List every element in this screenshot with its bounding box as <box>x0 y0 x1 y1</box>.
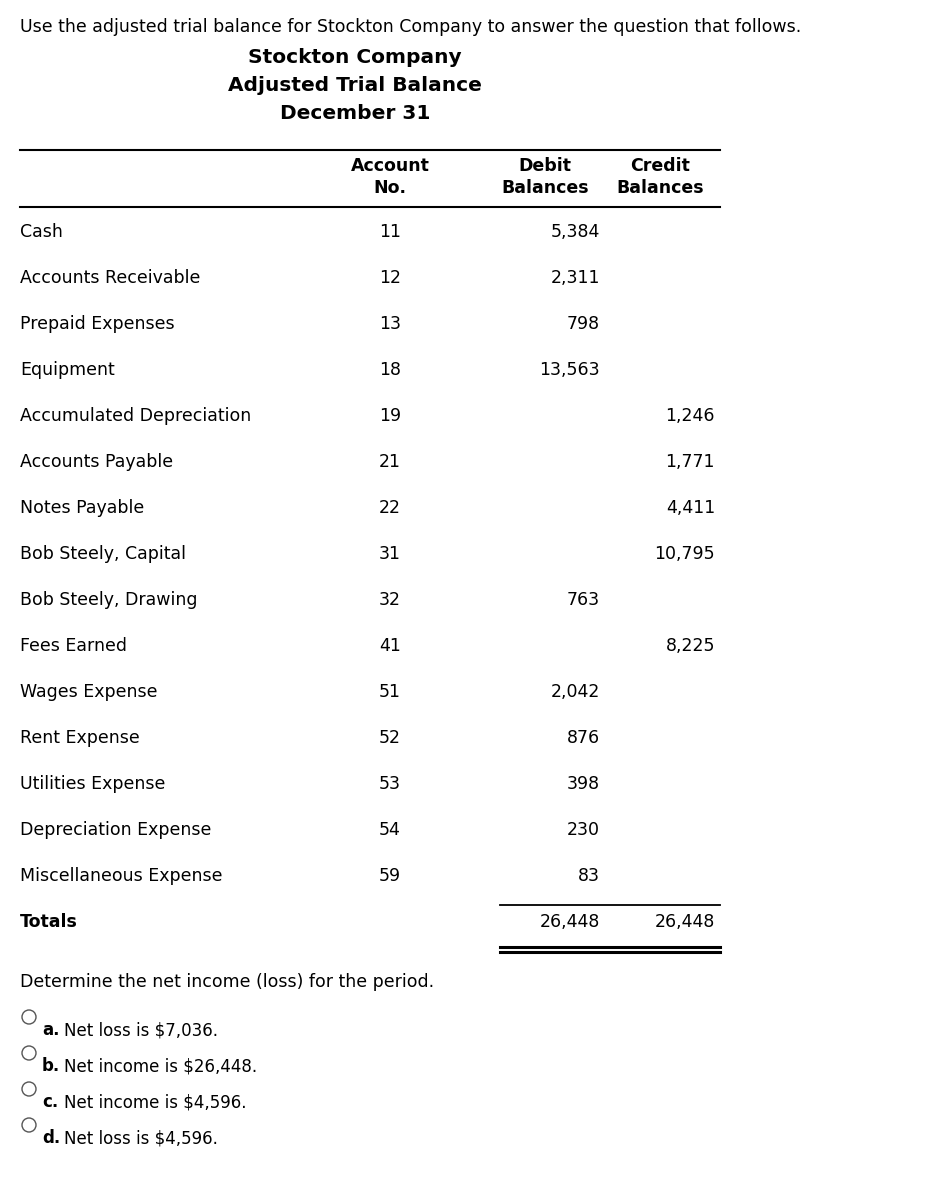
Text: 10,795: 10,795 <box>655 545 715 564</box>
Text: December 31: December 31 <box>280 104 430 123</box>
Text: 13: 13 <box>379 315 401 333</box>
Text: Prepaid Expenses: Prepaid Expenses <box>20 315 175 333</box>
Text: Bob Steely, Drawing: Bob Steely, Drawing <box>20 591 198 609</box>
Text: a.: a. <box>42 1021 60 1040</box>
Text: 22: 22 <box>379 498 401 517</box>
Text: 4,411: 4,411 <box>666 498 715 517</box>
Text: 32: 32 <box>379 591 401 609</box>
Text: Balances: Balances <box>501 179 588 197</box>
Text: Totals: Totals <box>20 913 78 931</box>
Text: Adjusted Trial Balance: Adjusted Trial Balance <box>228 76 482 95</box>
Text: d.: d. <box>42 1130 61 1147</box>
Text: No.: No. <box>374 179 407 197</box>
Text: 2,311: 2,311 <box>551 269 600 287</box>
Text: Equipment: Equipment <box>20 361 114 379</box>
Text: Accounts Receivable: Accounts Receivable <box>20 269 201 287</box>
Text: 1,246: 1,246 <box>665 407 715 425</box>
Text: Credit: Credit <box>630 157 690 175</box>
Text: Notes Payable: Notes Payable <box>20 498 144 517</box>
Text: 59: 59 <box>379 867 401 884</box>
Text: b.: b. <box>42 1057 61 1075</box>
Text: Net loss is $7,036.: Net loss is $7,036. <box>64 1021 218 1040</box>
Text: Accumulated Depreciation: Accumulated Depreciation <box>20 407 252 425</box>
Text: Net income is $26,448.: Net income is $26,448. <box>64 1057 257 1075</box>
Text: 763: 763 <box>567 591 600 609</box>
Text: 26,448: 26,448 <box>539 913 600 931</box>
Text: 51: 51 <box>379 683 401 701</box>
Text: 26,448: 26,448 <box>655 913 715 931</box>
Text: Miscellaneous Expense: Miscellaneous Expense <box>20 867 222 884</box>
Text: Fees Earned: Fees Earned <box>20 637 127 655</box>
Text: Wages Expense: Wages Expense <box>20 683 157 701</box>
Text: 52: 52 <box>379 729 401 747</box>
Text: 12: 12 <box>379 269 401 287</box>
Text: 5,384: 5,384 <box>551 223 600 242</box>
Text: 8,225: 8,225 <box>665 637 715 655</box>
Text: Account: Account <box>351 157 429 175</box>
Text: Utilities Expense: Utilities Expense <box>20 776 166 793</box>
Text: Cash: Cash <box>20 223 62 242</box>
Text: 19: 19 <box>379 407 401 425</box>
Text: 53: 53 <box>379 776 401 793</box>
Text: 21: 21 <box>379 453 401 471</box>
Text: 798: 798 <box>567 315 600 333</box>
Text: Net income is $4,596.: Net income is $4,596. <box>64 1093 247 1111</box>
Text: 13,563: 13,563 <box>539 361 600 379</box>
Text: 54: 54 <box>379 821 401 839</box>
Text: Accounts Payable: Accounts Payable <box>20 453 173 471</box>
Text: 41: 41 <box>379 637 401 655</box>
Text: 18: 18 <box>379 361 401 379</box>
Text: 11: 11 <box>379 223 401 242</box>
Text: 2,042: 2,042 <box>551 683 600 701</box>
Text: Balances: Balances <box>616 179 704 197</box>
Text: Rent Expense: Rent Expense <box>20 729 140 747</box>
Text: Depreciation Expense: Depreciation Expense <box>20 821 211 839</box>
Text: Stockton Company: Stockton Company <box>248 49 462 67</box>
Text: 31: 31 <box>379 545 401 564</box>
Text: 876: 876 <box>567 729 600 747</box>
Text: Net loss is $4,596.: Net loss is $4,596. <box>64 1130 218 1147</box>
Text: Determine the net income (loss) for the period.: Determine the net income (loss) for the … <box>20 973 434 991</box>
Text: Use the adjusted trial balance for Stockton Company to answer the question that : Use the adjusted trial balance for Stock… <box>20 18 801 36</box>
Text: 230: 230 <box>567 821 600 839</box>
Text: 398: 398 <box>567 776 600 793</box>
Text: 1,771: 1,771 <box>665 453 715 471</box>
Text: Debit: Debit <box>518 157 571 175</box>
Text: 83: 83 <box>578 867 600 884</box>
Text: Bob Steely, Capital: Bob Steely, Capital <box>20 545 186 564</box>
Text: c.: c. <box>42 1093 59 1111</box>
